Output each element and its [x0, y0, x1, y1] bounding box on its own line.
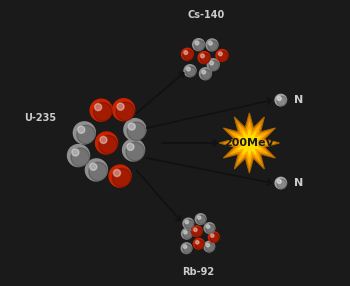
Circle shape [113, 170, 120, 176]
Circle shape [183, 230, 192, 239]
Circle shape [186, 67, 196, 77]
Circle shape [109, 165, 131, 187]
Circle shape [206, 39, 218, 51]
Circle shape [216, 49, 228, 61]
Circle shape [90, 163, 97, 170]
Circle shape [93, 102, 112, 121]
Polygon shape [234, 128, 264, 158]
Circle shape [124, 119, 146, 141]
Text: N: N [294, 95, 303, 105]
Circle shape [94, 104, 101, 111]
Circle shape [198, 51, 210, 63]
Circle shape [100, 136, 107, 144]
Circle shape [206, 224, 215, 233]
Circle shape [218, 51, 228, 61]
Circle shape [200, 53, 210, 63]
Circle shape [207, 59, 219, 71]
Circle shape [195, 40, 205, 51]
Circle shape [183, 245, 187, 249]
Circle shape [85, 159, 107, 181]
Text: N: N [294, 178, 303, 188]
Circle shape [182, 228, 192, 239]
Circle shape [112, 168, 131, 187]
Text: Cs-140: Cs-140 [188, 10, 225, 20]
Circle shape [193, 228, 202, 237]
Circle shape [195, 240, 204, 249]
Circle shape [204, 241, 215, 252]
Circle shape [205, 243, 215, 252]
Circle shape [72, 149, 79, 156]
Text: 200MeV: 200MeV [224, 138, 274, 148]
Circle shape [197, 216, 201, 219]
Circle shape [191, 226, 202, 237]
Circle shape [197, 215, 206, 225]
Circle shape [209, 232, 219, 243]
Circle shape [277, 179, 281, 183]
Polygon shape [219, 113, 279, 173]
Circle shape [183, 218, 194, 229]
Circle shape [194, 228, 197, 231]
Circle shape [195, 41, 199, 45]
Circle shape [96, 132, 118, 154]
Circle shape [184, 231, 187, 234]
Circle shape [126, 142, 145, 161]
Circle shape [275, 94, 287, 106]
Circle shape [127, 122, 146, 141]
Circle shape [202, 70, 206, 74]
Circle shape [90, 99, 112, 121]
Circle shape [194, 239, 204, 249]
Polygon shape [227, 120, 272, 166]
Circle shape [206, 225, 210, 228]
Circle shape [277, 179, 287, 189]
Circle shape [199, 68, 211, 80]
Circle shape [116, 102, 135, 121]
Circle shape [71, 148, 90, 166]
Circle shape [74, 122, 96, 144]
Circle shape [181, 48, 194, 60]
Circle shape [77, 125, 96, 144]
Circle shape [187, 67, 190, 71]
Circle shape [183, 50, 194, 60]
Circle shape [211, 234, 214, 237]
Circle shape [184, 65, 196, 77]
Circle shape [122, 139, 145, 161]
Circle shape [277, 96, 287, 106]
Circle shape [89, 162, 107, 181]
Circle shape [218, 52, 222, 56]
Circle shape [128, 123, 135, 130]
Circle shape [181, 243, 192, 253]
Circle shape [185, 220, 189, 224]
Circle shape [113, 99, 135, 121]
Circle shape [184, 51, 188, 55]
Circle shape [195, 214, 206, 225]
Circle shape [210, 61, 214, 65]
Circle shape [204, 223, 215, 233]
Circle shape [210, 233, 219, 243]
Circle shape [275, 177, 287, 189]
Circle shape [206, 243, 210, 247]
Circle shape [209, 41, 212, 45]
Circle shape [193, 39, 205, 51]
Circle shape [184, 220, 194, 229]
Circle shape [209, 61, 219, 71]
Text: Rb-92: Rb-92 [182, 267, 214, 277]
Circle shape [201, 69, 211, 80]
Circle shape [127, 143, 134, 150]
Circle shape [78, 126, 85, 133]
Circle shape [277, 96, 281, 100]
Circle shape [99, 135, 118, 154]
Circle shape [183, 245, 192, 253]
Circle shape [196, 241, 199, 244]
Circle shape [117, 103, 124, 110]
Text: U-235: U-235 [24, 113, 56, 123]
Circle shape [68, 144, 90, 166]
Circle shape [201, 54, 204, 58]
Circle shape [208, 41, 218, 51]
